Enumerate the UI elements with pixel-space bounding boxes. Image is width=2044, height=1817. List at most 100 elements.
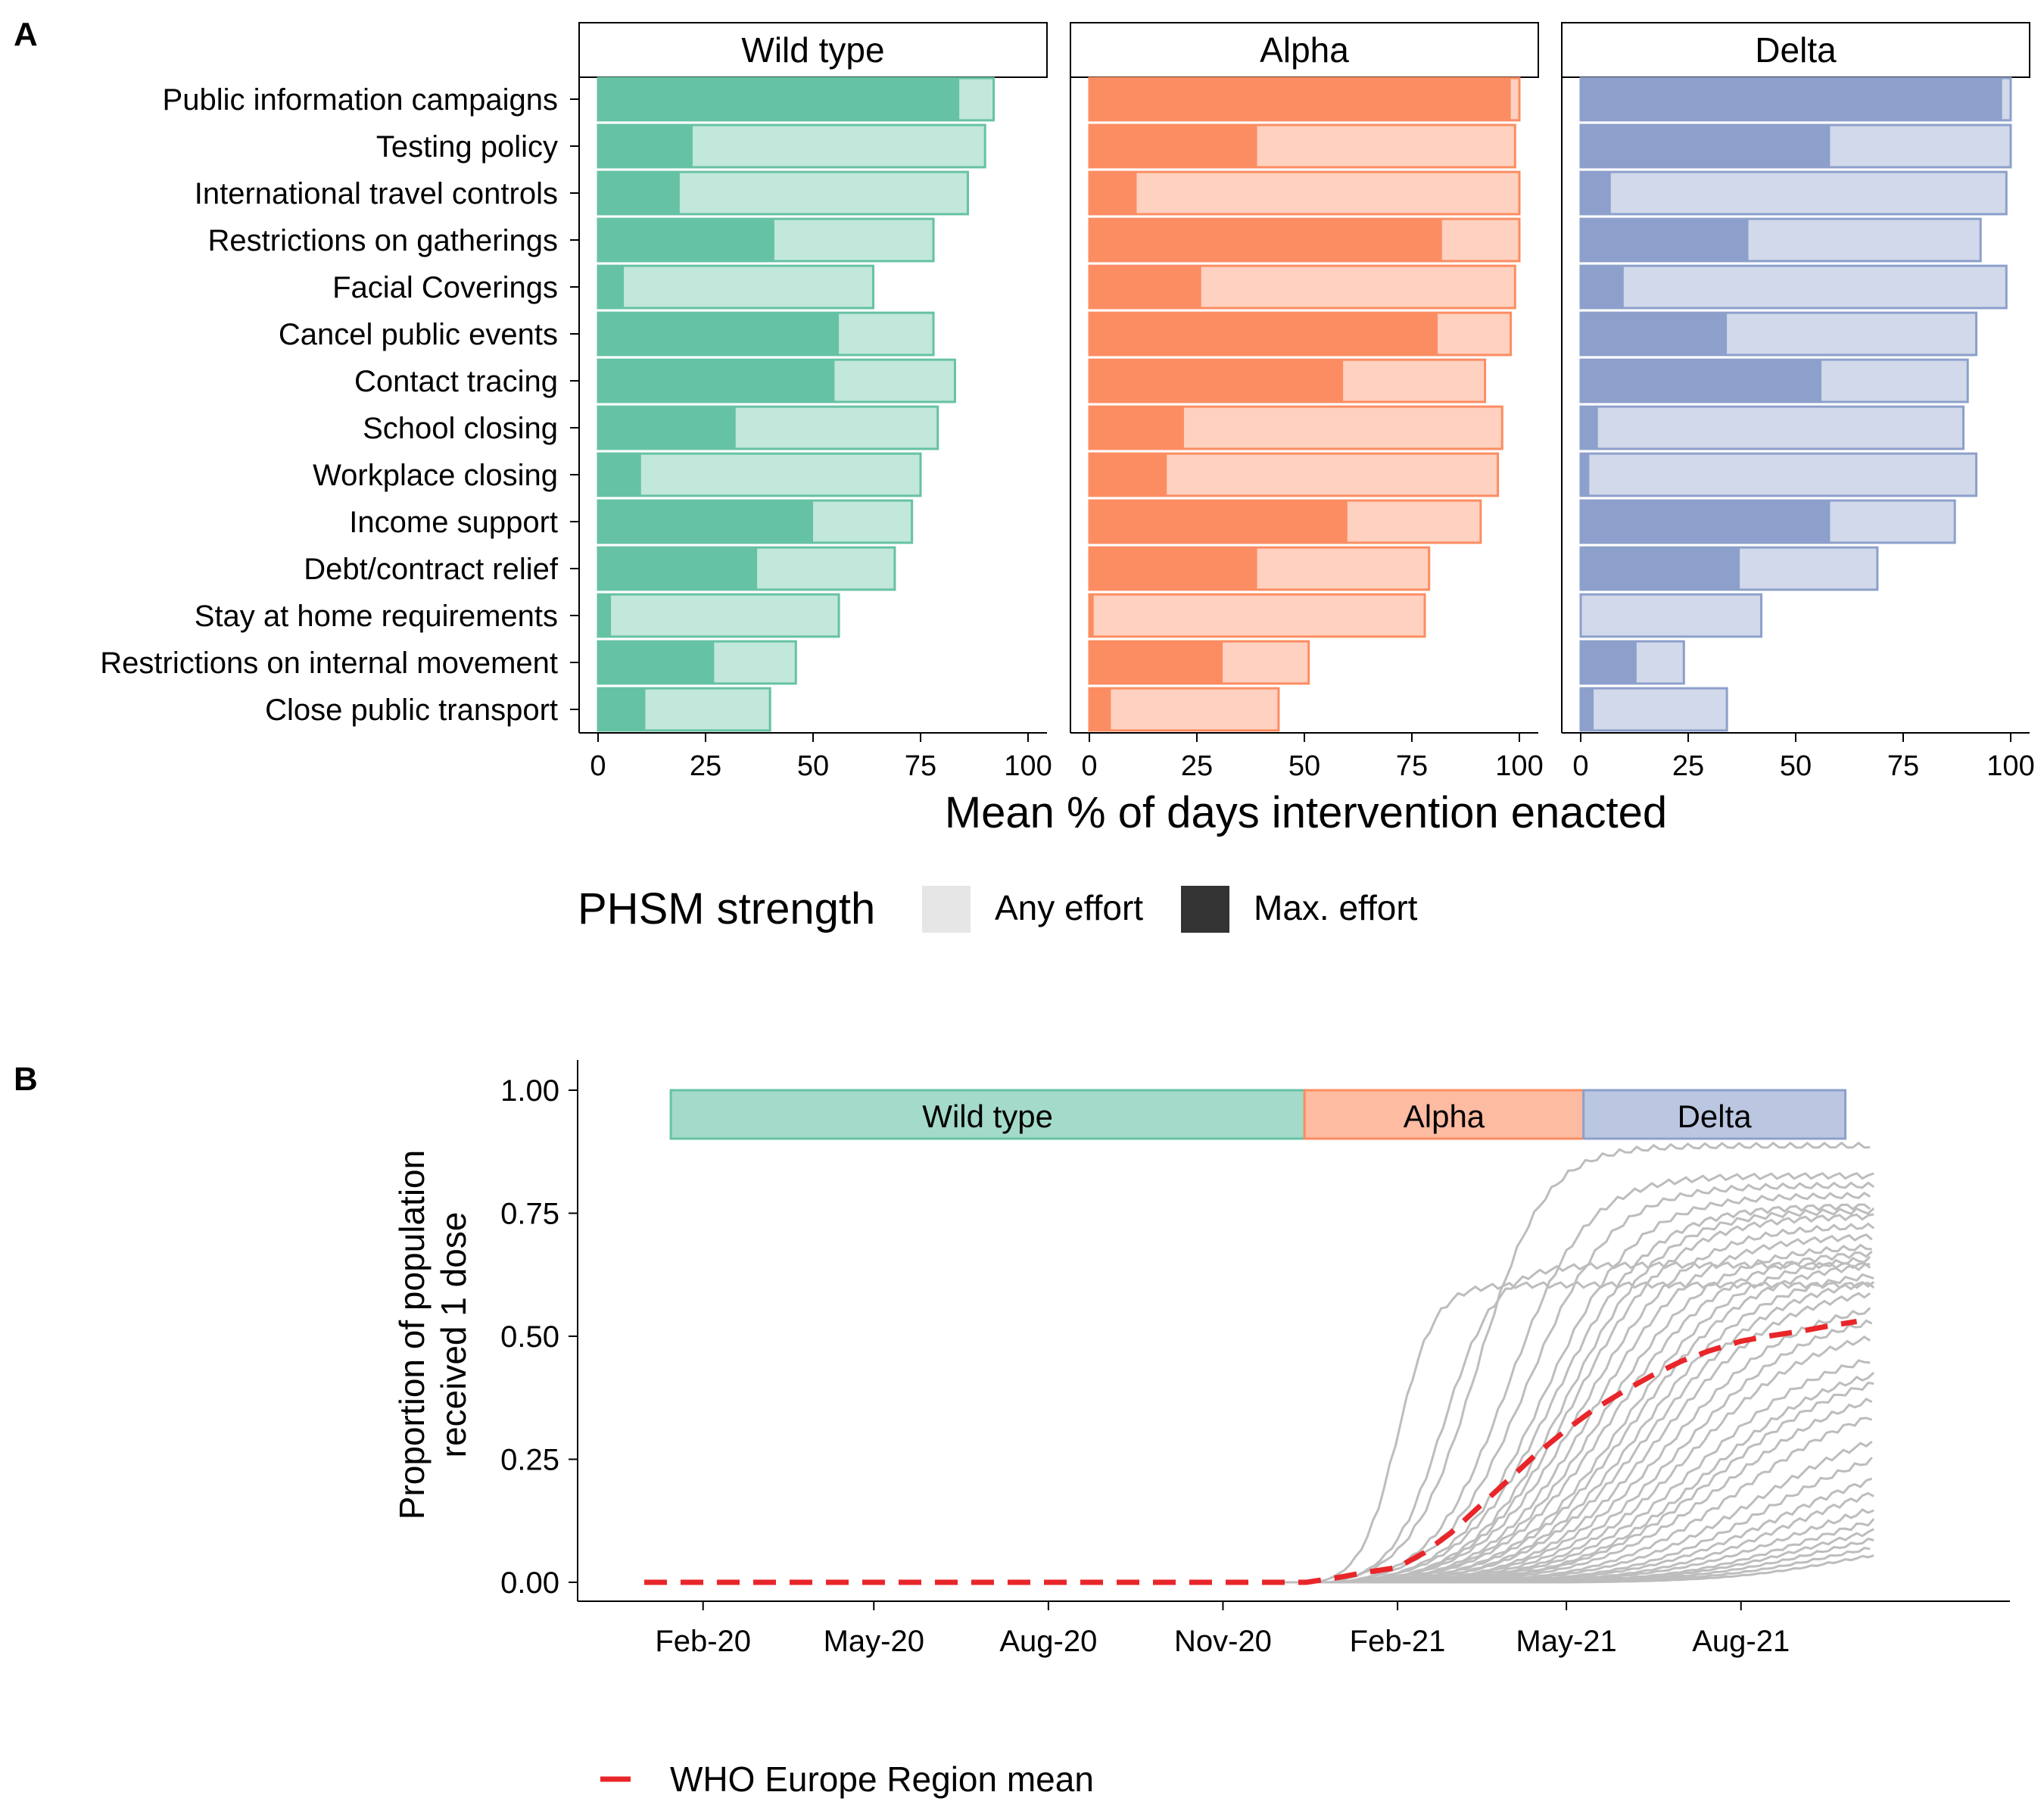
- legend-any-swatch: [922, 886, 971, 933]
- bar-max-alpha-restrictions-on-internal-movement: [1089, 641, 1223, 684]
- category-label-debt-contract-relief: Debt/contract relief: [304, 553, 559, 586]
- x-tick-label-delta-0: 0: [1572, 750, 1588, 782]
- legend-mean-label: WHO Europe Region mean: [670, 1759, 1094, 1799]
- period-bar-delta: [1582, 1089, 1847, 1140]
- mean-line: [644, 1319, 1858, 1585]
- category-label-testing-policy: Testing policy: [376, 130, 558, 164]
- bar-max-delta-debt-contract-relief: [1581, 547, 1740, 590]
- x-tick-label-delta-50: 50: [1780, 750, 1812, 782]
- bar-max-delta-cancel-public-events: [1581, 313, 1728, 355]
- strip-wild-type: [578, 22, 1048, 78]
- category-label-stay-at-home-requirements: Stay at home requirements: [195, 600, 558, 633]
- b-y-tick-label-0-75: 0.75: [500, 1198, 559, 1231]
- bar-max-alpha-workplace-closing: [1089, 453, 1167, 496]
- bar-max-delta-international-travel-controls: [1581, 172, 1611, 214]
- strip-label-delta: Delta: [1755, 30, 1837, 70]
- country-line: [1279, 1554, 1874, 1584]
- bar-max-alpha-contact-tracing: [1089, 360, 1344, 402]
- bar-max-wild-type-testing-policy: [598, 125, 693, 167]
- country-line: [1279, 1307, 1871, 1584]
- b-x-tick-label-may-21: May-21: [1516, 1625, 1616, 1658]
- bar-any-wild-type-facial-coverings: [597, 264, 875, 310]
- bar-max-alpha-testing-policy: [1089, 125, 1257, 167]
- bar-max-alpha-restrictions-on-gatherings: [1089, 219, 1442, 261]
- bar-any-alpha-international-travel-controls: [1088, 170, 1521, 216]
- x-tick-label-alpha-50: 50: [1288, 750, 1320, 782]
- bar-max-wild-type-debt-contract-relief: [598, 547, 758, 590]
- bar-any-alpha-stay-at-home-requirements: [1088, 593, 1426, 638]
- x-tick-label-alpha-25: 25: [1181, 750, 1213, 782]
- bar-max-delta-school-closing: [1581, 407, 1598, 449]
- bar-max-wild-type-workplace-closing: [598, 453, 641, 496]
- b-y-tick-label-0-00: 0.00: [500, 1566, 559, 1600]
- period-label-delta: Delta: [1678, 1099, 1753, 1134]
- bar-max-wild-type-cancel-public-events: [598, 313, 840, 355]
- strip-label-wild-type: Wild type: [741, 30, 884, 70]
- b-y-tick-label-0-25: 0.25: [500, 1444, 559, 1477]
- bar-max-alpha-close-public-transport: [1089, 688, 1111, 731]
- x-tick-label-alpha-75: 75: [1396, 750, 1428, 782]
- period-label-wild-type: Wild type: [922, 1099, 1053, 1134]
- bar-max-delta-close-public-transport: [1581, 688, 1594, 731]
- category-labels: Public information campaigns Testing poli…: [100, 83, 559, 727]
- b-x-tick-label-may-20: May-20: [824, 1625, 924, 1658]
- bar-max-delta-workplace-closing: [1581, 453, 1590, 496]
- country-line: [1279, 1191, 1871, 1584]
- b-x-tick-label-aug-21: Aug-21: [1692, 1625, 1790, 1658]
- category-label-facial-coverings: Facial Coverings: [332, 271, 558, 304]
- strip-delta: [1561, 22, 2030, 78]
- country-line: [1279, 1261, 1871, 1584]
- category-label-public-information-campaigns: Public information campaigns: [163, 83, 558, 117]
- country-line: [1279, 1381, 1874, 1584]
- b-x-tick-label-aug-20: Aug-20: [999, 1625, 1097, 1658]
- bar-max-delta-facial-coverings: [1581, 266, 1624, 308]
- panel-b-label: B: [14, 1061, 38, 1098]
- b-y-tick-label-1-00: 1.00: [500, 1074, 559, 1108]
- x-tick-label-wild-type-100: 100: [1004, 750, 1052, 782]
- x-tick-label-wild-type-25: 25: [690, 750, 721, 782]
- bar-any-wild-type-stay-at-home-requirements: [597, 593, 840, 638]
- category-label-cancel-public-events: Cancel public events: [279, 318, 558, 351]
- bar-max-wild-type-public-information-campaigns: [598, 78, 960, 120]
- period-label-alpha: Alpha: [1404, 1099, 1485, 1134]
- x-tick-label-wild-type-0: 0: [590, 750, 606, 782]
- country-lines: [1279, 1141, 1875, 1584]
- bar-any-delta-stay-at-home-requirements: [1579, 593, 1763, 638]
- country-line: [1279, 1233, 1873, 1584]
- period-bar-wild-type: [669, 1089, 1306, 1140]
- country-line: [1279, 1207, 1875, 1584]
- variant-period-bars: Wild type Alpha Delta: [669, 1089, 1847, 1140]
- bar-max-delta-restrictions-on-internal-movement: [1581, 641, 1637, 684]
- bar-any-delta-close-public-transport: [1579, 687, 1728, 732]
- category-label-restrictions-on-gatherings: Restrictions on gatherings: [208, 224, 558, 257]
- category-label-school-closing: School closing: [363, 412, 558, 445]
- bar-max-alpha-facial-coverings: [1089, 266, 1201, 308]
- strip-label-alpha: Alpha: [1260, 30, 1349, 70]
- bar-any-delta-facial-coverings: [1579, 264, 2008, 310]
- category-label-restrictions-on-internal-movement: Restrictions on internal movement: [100, 647, 558, 680]
- bar-max-alpha-stay-at-home-requirements: [1089, 594, 1094, 637]
- mean-legend: WHO Europe Region mean: [600, 1759, 1094, 1799]
- bar-max-alpha-international-travel-controls: [1089, 172, 1137, 214]
- strength-legend: PHSM strength Any effort Max. effort: [578, 884, 1418, 933]
- country-line: [1279, 1250, 1873, 1584]
- x-tick-label-alpha-0: 0: [1081, 750, 1097, 782]
- bar-max-wild-type-facial-coverings: [598, 266, 625, 308]
- bar-max-wild-type-income-support: [598, 500, 813, 543]
- legend-max-label: Max. effort: [1254, 888, 1418, 927]
- country-line: [1279, 1319, 1873, 1584]
- category-label-income-support: Income support: [349, 506, 558, 539]
- category-label-contact-tracing: Contact tracing: [354, 365, 558, 398]
- country-line: [1279, 1213, 1874, 1584]
- facet-axes: 0 25 50 75 100 0 25 50 75 100 0 25 50 75 100: [570, 76, 2035, 782]
- country-line: [1279, 1359, 1871, 1584]
- facet-bars: [597, 76, 2012, 732]
- x-tick-label-alpha-100: 100: [1495, 750, 1543, 782]
- bar-any-delta-workplace-closing: [1579, 452, 1978, 497]
- category-label-international-travel-controls: International travel controls: [195, 177, 558, 210]
- bar-any-delta-international-travel-controls: [1579, 170, 2008, 216]
- x-tick-label-delta-75: 75: [1887, 750, 1919, 782]
- country-line: [1279, 1441, 1873, 1584]
- bar-max-wild-type-international-travel-controls: [598, 172, 680, 214]
